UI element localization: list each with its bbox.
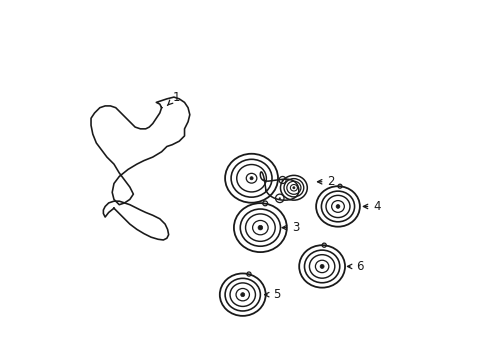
Circle shape	[278, 197, 280, 199]
Text: 5: 5	[264, 288, 280, 301]
Text: 1: 1	[167, 91, 179, 105]
Circle shape	[335, 204, 339, 208]
Circle shape	[292, 187, 294, 189]
Circle shape	[249, 177, 253, 180]
Circle shape	[320, 265, 324, 269]
Text: 6: 6	[347, 260, 363, 273]
Circle shape	[258, 225, 262, 230]
Text: 3: 3	[282, 221, 299, 234]
Text: 2: 2	[317, 175, 334, 188]
Text: 4: 4	[363, 200, 380, 213]
Circle shape	[240, 293, 244, 297]
Circle shape	[281, 179, 283, 181]
